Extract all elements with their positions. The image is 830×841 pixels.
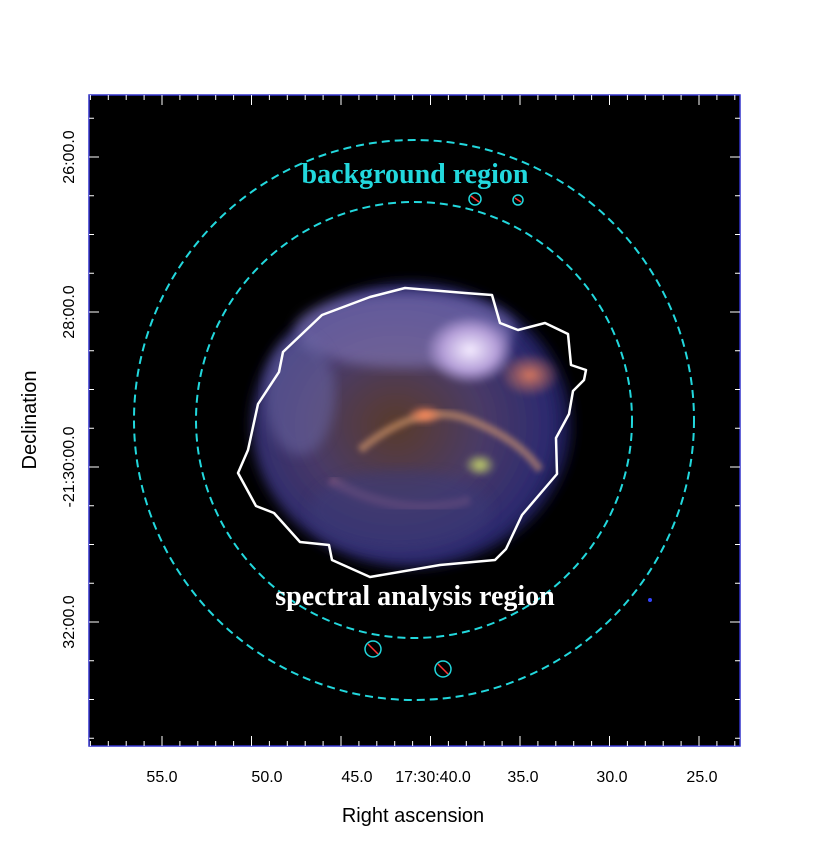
excluded-point-source: [468, 192, 482, 206]
source-region-polygon: [236, 286, 588, 579]
excluded-point-source: [364, 640, 382, 658]
background-region-inner-circle: [195, 201, 633, 639]
y-tick-label: 26:00.0: [61, 130, 78, 183]
background-region-label: background region: [302, 159, 529, 190]
x-tick-label: 50.0: [251, 769, 282, 786]
background-region-outer-circle: [133, 139, 695, 701]
x-tick-label: 17:30:40.0: [395, 769, 471, 786]
x-tick-label: 25.0: [686, 769, 717, 786]
x-tick-label: 45.0: [341, 769, 372, 786]
x-axis-title: Right ascension: [342, 805, 484, 827]
axis-ticks: [89, 95, 740, 746]
x-tick-label: 55.0: [146, 769, 177, 786]
y-tick-label: -21:30:00.0: [61, 426, 78, 507]
source-region-label: spectral analysis region: [275, 581, 555, 612]
x-tick-label: 35.0: [507, 769, 538, 786]
plot-frame: [88, 94, 741, 747]
x-tick-label: 30.0: [596, 769, 627, 786]
y-tick-label: 32:00.0: [61, 595, 78, 648]
excluded-point-source: [434, 660, 452, 678]
y-tick-label: 28:00.0: [61, 285, 78, 338]
y-axis-title: Declination: [19, 371, 41, 470]
excluded-point-source: [512, 194, 524, 206]
supernova-remnant-image: [252, 283, 652, 602]
